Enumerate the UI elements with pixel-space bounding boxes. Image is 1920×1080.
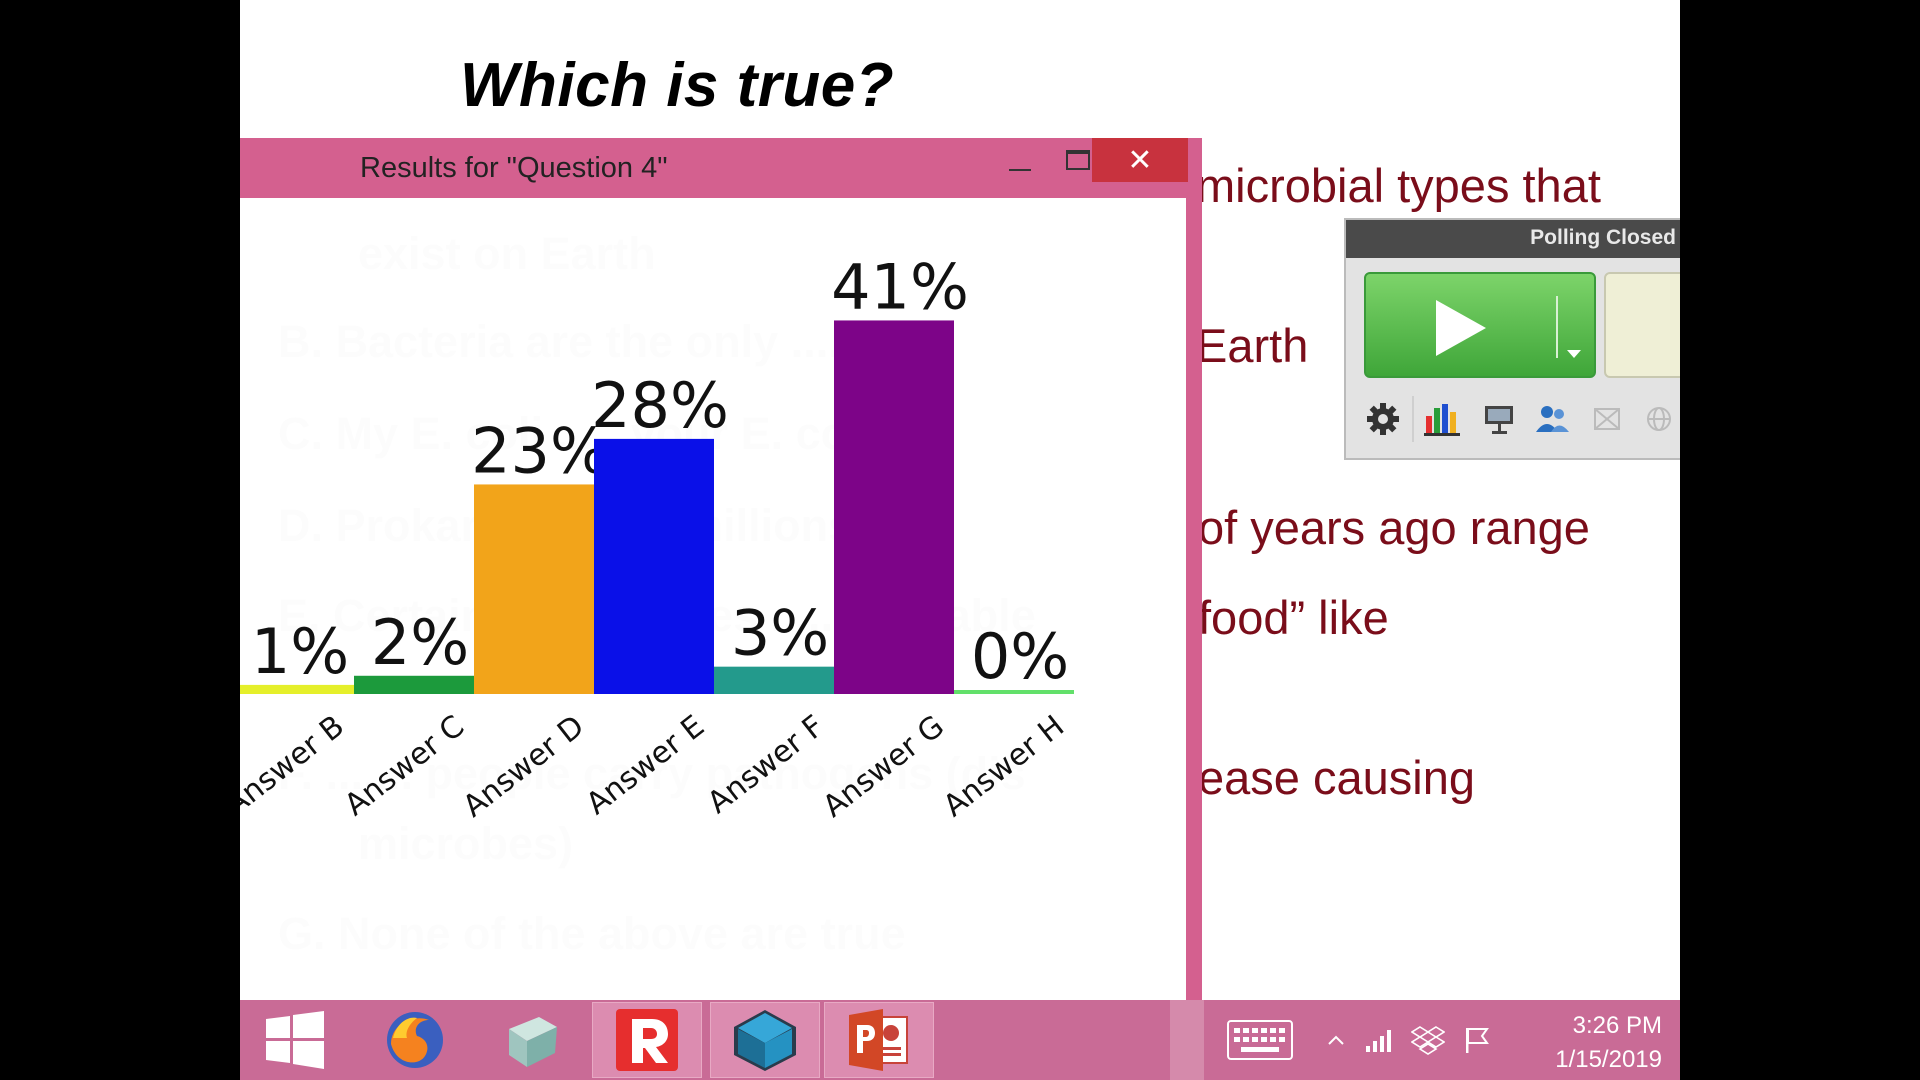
chevron-up-icon [1328,1035,1344,1045]
chart-category-label: Answer H [937,709,1071,824]
show-hidden-icons-button[interactable] [1316,1002,1356,1078]
taskbar-clock-time[interactable]: 3:26 PM [1572,1012,1662,1039]
slide-line: food” like [1198,591,1389,644]
close-button[interactable]: ✕ [1092,138,1188,182]
maximize-button[interactable] [1048,138,1108,182]
maximize-icon [1066,150,1090,170]
participants-button[interactable] [1532,398,1574,440]
chevron-down-icon[interactable] [1567,350,1581,358]
polling-panel: Polling Closed [1344,218,1680,460]
taskbar-scroll[interactable] [1170,1000,1204,1080]
action-center-button[interactable] [1454,1002,1498,1078]
play-divider [1556,296,1558,358]
keyboard-icon [1227,1020,1293,1060]
touch-keyboard-button[interactable] [1210,1002,1310,1078]
flag-icon [1466,1028,1489,1053]
dropbox-button[interactable] [1406,1002,1450,1078]
start-button[interactable] [240,1002,350,1078]
stop-polling-button[interactable] [1604,272,1680,378]
chart-category-label: Answer F [701,709,831,821]
chart-value-label: 28% [591,369,729,442]
gear-icon [1367,403,1399,435]
results-window: Results for "Question 4" ✕ 1% Answer B 2% A… [240,138,1202,1060]
chart-bar-answer-b [240,684,354,694]
desktop-screen: Which is true? A. ......................… [240,0,1680,1080]
powerpoint-icon [849,1009,908,1071]
toolbar-separator [1412,396,1414,442]
taskbar-polling-app[interactable] [592,1002,702,1078]
chart-bar-answer-e [594,438,714,694]
window-titlebar[interactable]: Results for "Question 4" ✕ [240,138,1202,198]
taskbar-explorer[interactable] [476,1002,586,1078]
window-title: Results for "Question 4" [360,152,668,184]
users-icon [1536,406,1569,432]
taskbar-clock-date[interactable]: 1/15/2019 [1555,1046,1662,1073]
globe-icon [1647,407,1671,431]
chart-bar-answer-f [714,666,834,694]
network-button[interactable] [1358,1002,1402,1078]
close-icon: ✕ [1127,143,1153,177]
slide-line: of years ago range [1198,501,1590,554]
slide-line: microbial types that [1196,159,1601,212]
settings-button[interactable] [1362,398,1404,440]
chart-value-label: 3% [731,597,829,670]
chart-value-label: 2% [371,606,469,679]
chart-value-label: 1% [251,615,349,688]
chart-category-label: Answer B [240,709,351,823]
slide-title: Which is true? [460,51,895,120]
chart-category-label: Answer C [338,709,471,823]
chart-category-label: Answer D [457,709,591,825]
polling-header: Polling Closed [1346,220,1680,258]
show-results-button[interactable] [1422,398,1464,440]
windows-logo-icon [266,1011,324,1069]
chart-category-label: Answer E [580,709,711,822]
disabled-tool-button[interactable] [1586,398,1628,440]
chart-category-label: Answer G [816,709,950,825]
taskbar-active-app[interactable] [710,1002,820,1078]
play-icon [1436,300,1486,356]
dropbox-icon [1411,1026,1445,1055]
taskbar-firefox[interactable] [360,1002,470,1078]
grid-icon [1594,408,1620,430]
cube-app-icon [734,1010,796,1071]
minimize-button[interactable] [990,138,1050,182]
projector-screen-icon [1485,406,1513,434]
minimize-icon [1009,169,1031,171]
chart-bar-answer-c [354,675,474,694]
chart-bar-answer-g [834,320,954,694]
chart-value-label: 23% [471,414,609,487]
firefox-icon [387,1012,443,1068]
response-app-icon [616,1009,678,1071]
slide-line: Earth [1196,319,1309,372]
presentation-button[interactable] [1478,398,1520,440]
polling-status: Polling Closed [1530,226,1676,249]
results-bar-chart: 1% Answer B 2% Answer C 23% Answer D 28% Answer… [240,250,1074,825]
web-tool-button[interactable] [1638,398,1680,440]
taskbar: 3:26 PM 1/15/2019 [240,1000,1680,1080]
bar-chart-icon [1424,404,1460,436]
window-border [1186,198,1202,1060]
signal-icon [1366,1030,1391,1052]
taskbar-powerpoint[interactable] [824,1002,934,1078]
chart-value-label: 0% [971,620,1069,693]
chart-bar-answer-d [474,484,594,694]
chart-value-label: 41% [831,250,969,323]
slide-line: ease causing [1198,751,1475,804]
start-polling-button[interactable] [1364,272,1596,378]
folder-icon [509,1017,557,1067]
chart-bar-answer-h [954,690,1074,694]
